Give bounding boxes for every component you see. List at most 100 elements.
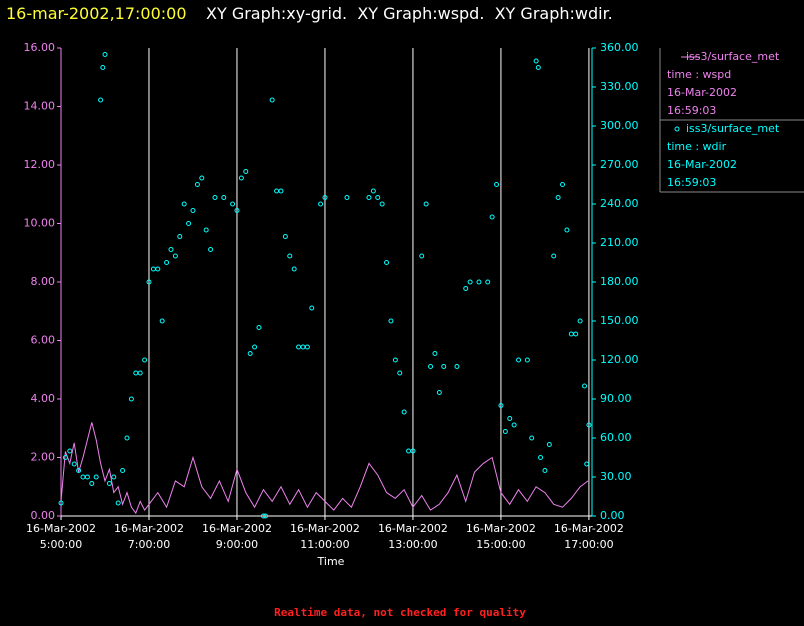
wdir-point <box>67 448 73 454</box>
wdir-point <box>164 260 170 265</box>
wdir-point <box>318 201 324 207</box>
wdir-point <box>89 481 95 486</box>
wdir-point <box>542 468 548 473</box>
wdir-point <box>100 65 106 70</box>
wdir-point <box>489 214 495 220</box>
y-tick-label: 6.00 <box>31 334 56 347</box>
wdir-point <box>190 208 196 213</box>
wdir-point <box>263 513 269 519</box>
y2-tick-label: 210.00 <box>600 236 639 249</box>
wdir-point <box>555 195 561 200</box>
wdir-point <box>252 344 258 350</box>
wdir-point <box>291 266 297 272</box>
wdir-point <box>538 455 544 460</box>
wdir-point <box>300 344 306 350</box>
wdir-point <box>203 227 209 233</box>
wdir-point <box>137 370 143 376</box>
wdir-point <box>58 500 64 506</box>
y-tick-label: 8.00 <box>31 275 56 288</box>
wdir-point <box>524 357 530 363</box>
wdir-point <box>159 318 165 324</box>
wdir-point <box>322 195 328 200</box>
legend-swatch <box>674 126 680 132</box>
wspd-line <box>60 422 589 515</box>
wdir-point <box>410 448 416 454</box>
wdir-point <box>428 364 434 369</box>
wdir-point <box>516 357 522 363</box>
x-tick-label: 16-Mar-2002 5:00:00 <box>26 522 96 551</box>
wdir-point <box>177 234 183 239</box>
wdir-point <box>419 253 425 259</box>
chart-subtitle: XY Graph:xy-grid. XY Graph:wspd. XY Grap… <box>206 4 613 23</box>
legend-entry: iss3/surface_met <box>686 122 780 135</box>
wdir-point <box>71 461 77 467</box>
wdir-point <box>564 227 570 233</box>
legend-detail: time : wdir <box>667 140 727 153</box>
y2-tick-label: 300.00 <box>600 119 639 132</box>
legend-detail: 16-Mar-2002 <box>667 158 737 171</box>
footer: Realtime data, not checked for quality <box>274 606 526 619</box>
wdir-point <box>511 422 517 428</box>
wdir-point <box>476 279 482 285</box>
y2-tick-label: 30.00 <box>600 470 632 483</box>
legend-detail: 16-Mar-2002 <box>667 86 737 99</box>
wdir-point <box>212 195 218 200</box>
x-axis-label: Time <box>317 555 345 568</box>
wdir-point <box>120 468 126 473</box>
y-tick-label: 16.00 <box>24 41 56 54</box>
y2-tick-label: 120.00 <box>600 353 639 366</box>
y2-tick-label: 0.00 <box>600 509 625 522</box>
wdir-point <box>278 188 284 194</box>
wdir-point <box>533 58 539 64</box>
wdir-point <box>436 390 442 395</box>
wdir-point <box>221 195 227 200</box>
wdir-point <box>432 351 438 356</box>
wdir-point <box>208 247 214 252</box>
wdir-point <box>155 266 161 272</box>
wdir-point <box>146 279 152 285</box>
wdir-point <box>401 409 407 415</box>
wdir-point <box>230 201 236 207</box>
wdir-point <box>573 331 579 337</box>
y2-tick-label: 150.00 <box>600 314 639 327</box>
y2-tick-label: 270.00 <box>600 158 639 171</box>
y2-tick-label: 180.00 <box>600 275 639 288</box>
wdir-point <box>463 286 469 291</box>
x-tick-label: 16-Mar-2002 13:00:00 <box>377 522 448 551</box>
wdir-point <box>502 429 508 434</box>
wdir-point <box>586 422 592 428</box>
y-tick-label: 10.00 <box>24 217 56 230</box>
wdir-point <box>551 253 557 259</box>
wdir-point <box>260 513 266 519</box>
y2-tick-label: 330.00 <box>600 80 639 93</box>
wdir-point <box>287 253 293 259</box>
wdir-point <box>247 351 253 356</box>
wdir-point <box>102 52 108 57</box>
wdir-point <box>384 260 390 265</box>
y2-tick-label: 90.00 <box>600 392 632 405</box>
wdir-point <box>133 370 139 376</box>
wdir-point <box>124 435 130 441</box>
y2-tick-label: 60.00 <box>600 431 632 444</box>
wdir-point <box>406 448 412 454</box>
y-tick-label: 12.00 <box>24 158 56 171</box>
legend-detail: time : wspd <box>667 68 731 81</box>
wdir-point <box>423 201 429 207</box>
wdir-point <box>93 474 99 480</box>
wdir-point <box>392 357 398 363</box>
wdir-point <box>243 169 249 174</box>
wdir-point <box>494 182 500 187</box>
wdir-point <box>304 344 310 350</box>
wdir-point <box>172 253 178 259</box>
wdir-point <box>296 344 302 350</box>
wdir-point <box>498 403 504 408</box>
legend-detail: 16:59:03 <box>667 104 716 117</box>
wdir-point <box>529 435 535 441</box>
wdir-point <box>111 474 117 480</box>
x-tick-label: 16-Mar-2002 17:00:00 <box>553 522 624 551</box>
x-tick-label: 16-Mar-2002 9:00:00 <box>201 522 272 551</box>
wdir-point <box>194 182 200 187</box>
wdir-point <box>282 234 288 239</box>
wdir-point <box>370 188 376 194</box>
